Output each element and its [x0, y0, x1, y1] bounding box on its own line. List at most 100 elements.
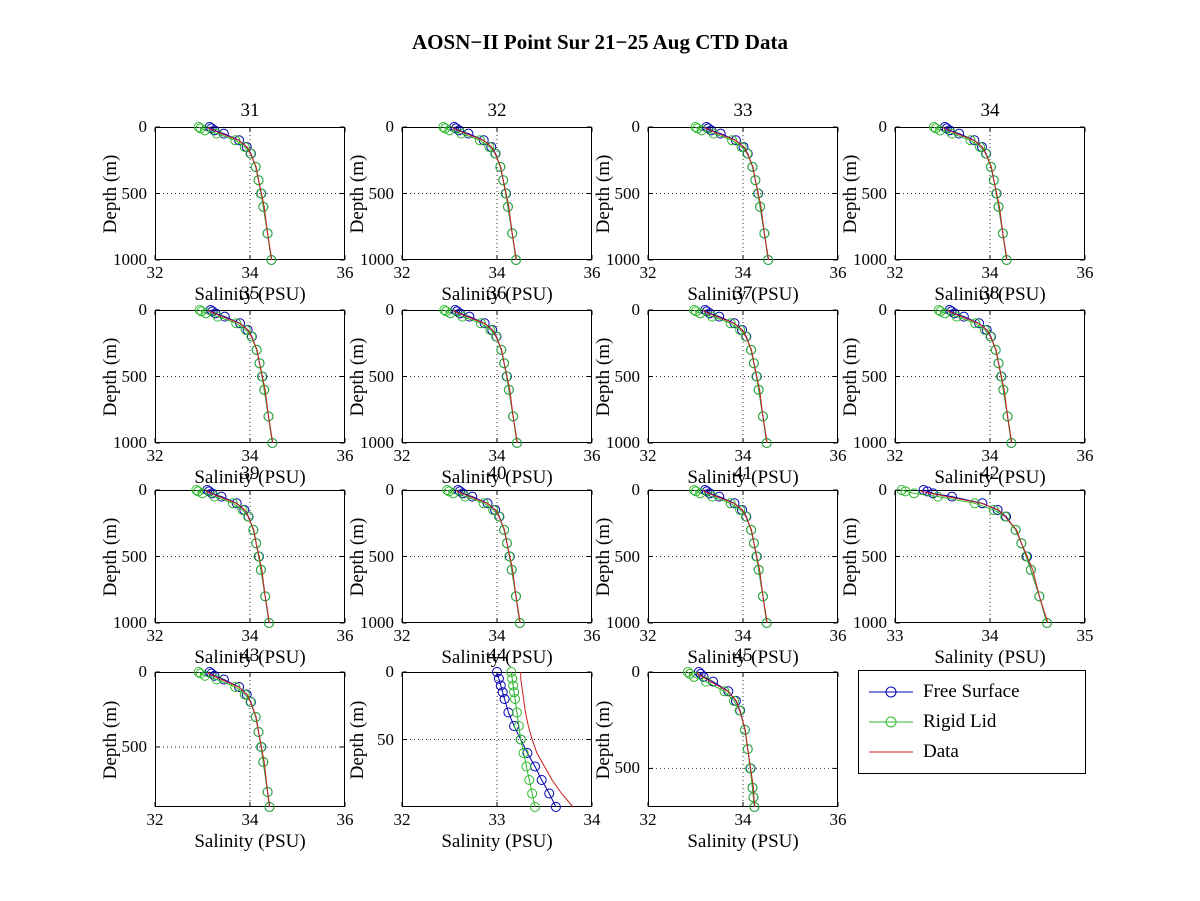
station-title: 38	[980, 283, 1000, 304]
x-axis-label: Salinity (PSU)	[441, 467, 553, 488]
rigid-lid-marker	[493, 511, 504, 522]
y-tick-label: 0	[385, 480, 395, 499]
station-title: 32	[487, 100, 507, 121]
rigid-lid-marker	[690, 122, 701, 132]
y-tick-label: 0	[878, 480, 888, 499]
x-tick-label: 33	[886, 626, 904, 645]
rigid-lid-marker	[442, 485, 453, 495]
rigid-lid-marker	[263, 411, 274, 422]
station-title: 42	[980, 463, 1000, 484]
rigid-lid-marker	[739, 724, 750, 735]
x-axis-label: Salinity (PSU)	[441, 831, 553, 852]
rigid-lid-marker	[488, 504, 499, 515]
x-tick-label: 34	[734, 263, 752, 282]
subplot-station-45: 45 32 34 36 0 500 Salinity (PSU) Depth (m)	[593, 645, 847, 852]
profile-plot-svg	[647, 122, 839, 265]
x-tick-label: 36	[829, 446, 847, 465]
y-tick-label: 0	[138, 480, 148, 499]
x-axis-label: Salinity (PSU)	[934, 284, 1046, 305]
rigid-lid-marker	[239, 141, 250, 152]
free-surface-marker	[454, 308, 465, 319]
y-tick-label: 500	[614, 758, 641, 778]
rigid-lid-marker	[513, 721, 524, 731]
free-surface-line	[923, 489, 1048, 624]
rigid-lid-marker	[230, 682, 241, 692]
y-axis-label: Depth (m)	[100, 517, 121, 596]
subplot-station-34: 34 32 34 36 0 500 1000 Salinity (PSU) Depth (m)	[840, 100, 1094, 305]
x-axis-label: Salinity (PSU)	[687, 284, 799, 305]
y-tick-label: 500	[121, 546, 148, 566]
free-surface-marker	[536, 775, 547, 785]
rigid-lid-marker	[1000, 511, 1011, 522]
rigid-lid-marker	[239, 689, 250, 700]
rigid-lid-marker	[248, 524, 259, 535]
x-tick-label: 34	[241, 626, 259, 645]
y-tick-label: 0	[138, 662, 148, 681]
rigid-lid-line	[695, 126, 769, 261]
rigid-lid-marker	[496, 344, 507, 355]
rigid-lid-marker	[727, 135, 738, 146]
rigid-lid-marker	[262, 228, 273, 239]
data-line	[207, 126, 273, 261]
free-surface-marker	[204, 486, 215, 497]
y-tick-label: 500	[368, 183, 395, 203]
y-axis-label: Depth (m)	[347, 154, 368, 233]
rigid-lid-marker	[759, 228, 770, 239]
x-tick-label: 36	[829, 626, 847, 645]
rigid-lid-marker	[695, 488, 706, 499]
rigid-lid-marker	[909, 488, 919, 499]
rigid-lid-marker	[985, 161, 996, 172]
rigid-lid-marker	[997, 228, 1008, 239]
rigid-lid-marker	[509, 687, 520, 698]
profile-plot-svg	[647, 305, 839, 448]
free-surface-marker	[219, 311, 230, 322]
subplot-station-43: 43 32 34 36 0 500 Salinity (PSU) Depth (m)	[100, 645, 354, 852]
y-tick-label: 500	[861, 546, 888, 566]
legend-item-data: Data	[867, 737, 1085, 767]
data-line	[205, 489, 270, 624]
rigid-lid-marker	[1002, 411, 1013, 422]
y-axis-label: Depth (m)	[347, 337, 368, 416]
data-line	[207, 671, 271, 808]
rigid-lid-marker	[740, 511, 751, 522]
free-surface-marker	[499, 694, 510, 704]
free-surface-marker	[715, 128, 726, 139]
y-axis-label: Depth (m)	[347, 517, 368, 596]
x-tick-label: 32	[639, 263, 657, 282]
station-title: 36	[487, 283, 507, 304]
y-tick-label: 1000	[360, 250, 394, 269]
station-title: 45	[733, 645, 753, 666]
rigid-lid-marker	[495, 161, 506, 172]
station-title: 44	[487, 645, 507, 666]
y-tick-label: 1000	[113, 613, 147, 632]
rigid-lid-marker	[939, 308, 950, 319]
rigid-lid-marker	[444, 125, 455, 136]
rigid-lid-marker	[734, 705, 745, 716]
rigid-lid-marker	[245, 697, 256, 707]
rigid-lid-marker	[490, 148, 501, 159]
y-tick-label: 0	[878, 117, 888, 136]
legend-label: Data	[923, 741, 959, 762]
rigid-lid-marker	[475, 318, 486, 329]
data-line	[703, 489, 768, 624]
x-tick-label: 35	[1076, 626, 1094, 645]
profile-plot-svg	[154, 667, 346, 812]
y-tick-label: 1000	[360, 433, 394, 452]
rigid-lid-marker	[1010, 524, 1021, 535]
x-tick-label: 34	[981, 626, 999, 645]
rigid-lid-marker	[246, 331, 257, 342]
free-surface-marker	[941, 123, 952, 134]
x-tick-label: 32	[146, 263, 164, 282]
y-axis-label: Depth (m)	[593, 154, 614, 233]
rigid-lid-marker	[231, 318, 242, 329]
rigid-lid-marker	[199, 125, 210, 136]
subplot-station-31: 31 32 34 36 0 500 1000 Salinity (PSU) Depth (m)	[100, 100, 354, 305]
rigid-lid-marker	[251, 344, 262, 355]
subplot-station-39: 39 32 34 36 0 500 1000 Salinity (PSU) Depth (m)	[100, 463, 354, 668]
y-tick-label: 1000	[113, 250, 147, 269]
rigid-lid-marker	[507, 228, 518, 239]
y-tick-label: 50	[377, 729, 394, 749]
y-tick-label: 500	[614, 183, 641, 203]
rigid-lid-marker	[237, 504, 248, 515]
rigid-lid-marker	[689, 671, 700, 682]
